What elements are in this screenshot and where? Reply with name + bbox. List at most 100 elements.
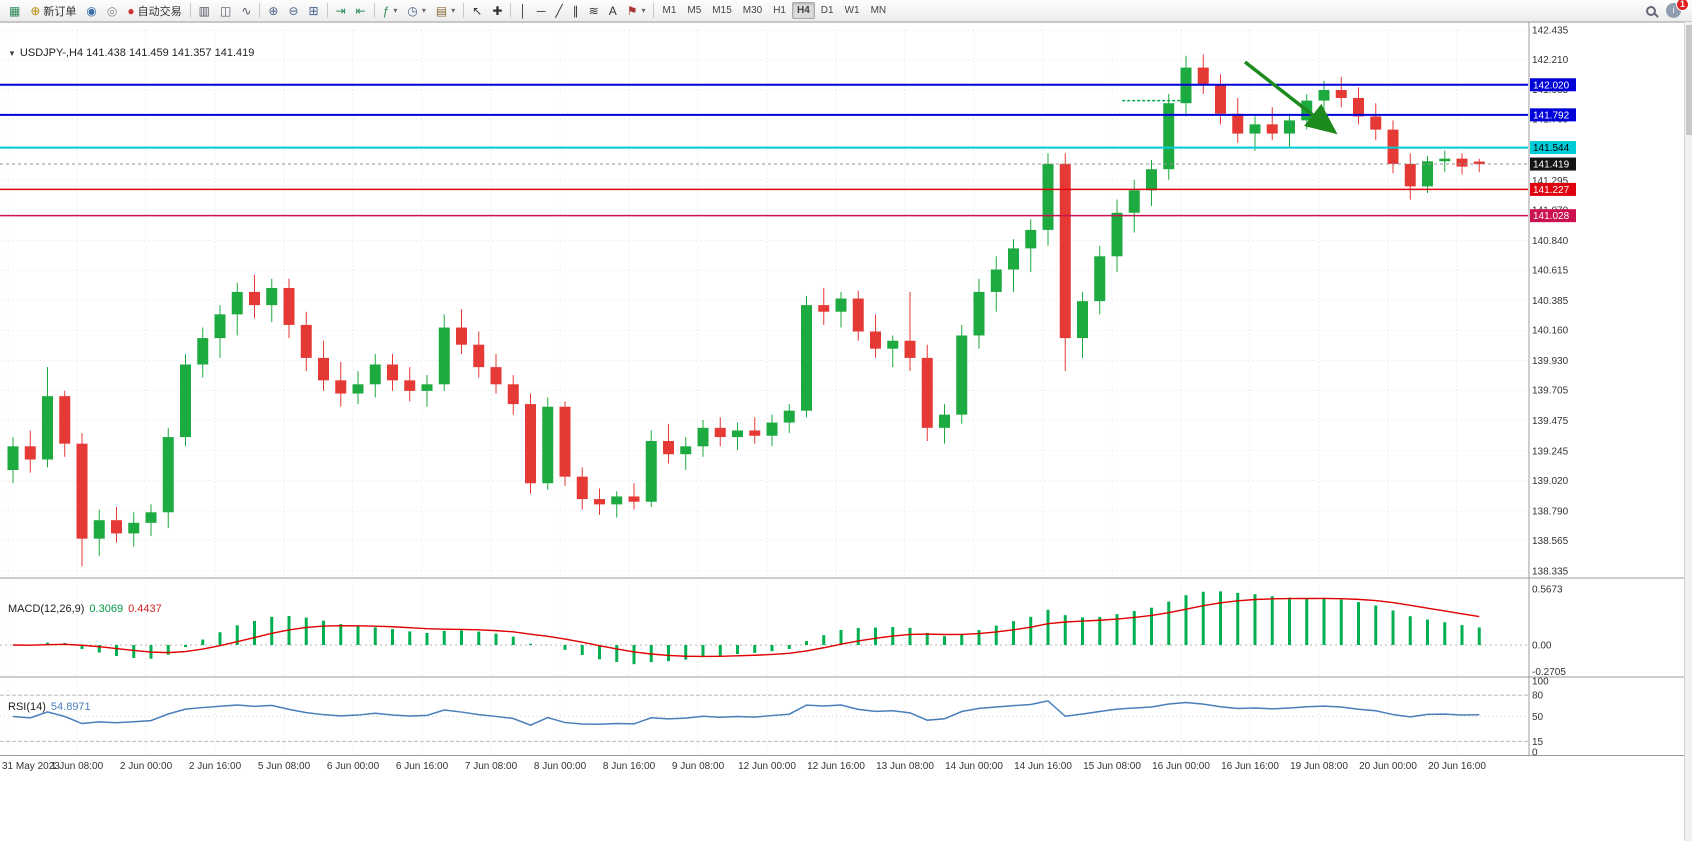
auto-scroll-icon: ⇥ bbox=[335, 3, 346, 18]
vertical-line-button[interactable]: │ bbox=[514, 1, 532, 20]
svg-text:13 Jun 08:00: 13 Jun 08:00 bbox=[876, 761, 934, 772]
candles bbox=[7, 54, 1485, 567]
svg-text:142.435: 142.435 bbox=[1532, 26, 1569, 37]
templates-button[interactable]: ▤ ▾ bbox=[431, 1, 460, 20]
trendline-icon: ╱ bbox=[555, 3, 563, 18]
candles-icon: ◫ bbox=[219, 3, 232, 18]
template-icon: ▤ bbox=[435, 3, 448, 18]
macd-signal-value: 0.4437 bbox=[128, 603, 162, 615]
svg-text:9 Jun 08:00: 9 Jun 08:00 bbox=[672, 761, 725, 772]
zoom-out-button[interactable]: ⊖ bbox=[283, 1, 303, 20]
trend-arrow-annotation[interactable] bbox=[1243, 60, 1338, 135]
svg-text:140.160: 140.160 bbox=[1532, 326, 1569, 337]
svg-text:140.385: 140.385 bbox=[1532, 296, 1569, 307]
timeframe-mn[interactable]: MN bbox=[870, 5, 887, 16]
svg-text:14 Jun 00:00: 14 Jun 00:00 bbox=[945, 761, 1003, 772]
chart-icon: ▦ bbox=[9, 3, 21, 18]
hline-icon: ─ bbox=[536, 3, 546, 18]
bars-icon: ▥ bbox=[198, 3, 210, 18]
horizontal-line-button[interactable]: ─ bbox=[532, 1, 551, 20]
grid-lines bbox=[0, 29, 1528, 755]
fibonacci-button[interactable]: ≋ bbox=[584, 1, 604, 20]
svg-text:140.615: 140.615 bbox=[1532, 266, 1569, 277]
svg-text:8 Jun 00:00: 8 Jun 00:00 bbox=[534, 761, 587, 772]
zoom-in-button[interactable]: ⊕ bbox=[263, 1, 283, 20]
bar-chart-button[interactable]: ▥ bbox=[194, 1, 215, 20]
trendline-button[interactable]: ╱ bbox=[550, 1, 567, 20]
periods-button[interactable]: ◷ ▾ bbox=[402, 1, 431, 20]
line-chart-button[interactable]: ∿ bbox=[236, 1, 256, 20]
timeframe-m1[interactable]: M1 bbox=[662, 5, 677, 16]
svg-text:12 Jun 00:00: 12 Jun 00:00 bbox=[738, 761, 796, 772]
autotrading-button[interactable]: ● 自动交易 bbox=[122, 1, 186, 20]
rsi-line bbox=[12, 700, 1480, 726]
price-badge-141.544 bbox=[1530, 141, 1576, 155]
price-badge-141.227 bbox=[1530, 182, 1576, 196]
chart-canvas[interactable]: 142.435142.210141.985141.760141.535141.2… bbox=[0, 22, 1684, 775]
clock-icon: ◷ bbox=[407, 3, 418, 18]
cursor-button[interactable]: ↖ bbox=[467, 1, 487, 20]
timeframe-h1[interactable]: H1 bbox=[773, 5, 786, 16]
timeframe-d1[interactable]: D1 bbox=[820, 5, 834, 16]
indicators-button[interactable]: ƒ ▾ bbox=[378, 1, 403, 20]
timeframe-w1[interactable]: W1 bbox=[844, 5, 860, 16]
timeframe-m30[interactable]: M30 bbox=[742, 5, 763, 16]
text-icon: A bbox=[608, 3, 617, 18]
chevron-down-icon: ▾ bbox=[421, 6, 426, 15]
svg-text:139.245: 139.245 bbox=[1532, 446, 1569, 457]
signals-icon: ◎ bbox=[106, 3, 118, 18]
svg-text:139.930: 139.930 bbox=[1532, 356, 1569, 367]
svg-text:2 Jun 00:00: 2 Jun 00:00 bbox=[120, 761, 173, 772]
chevron-down-icon: ▾ bbox=[641, 6, 646, 15]
crosshair-button[interactable]: ✚ bbox=[487, 1, 507, 20]
timeframe-h4[interactable]: H4 bbox=[792, 2, 815, 19]
symbol-ohlc-text: USDJPY-,H4 141.438 141.459 141.357 141.4… bbox=[19, 47, 255, 59]
timeframe-m5[interactable]: M5 bbox=[687, 5, 702, 16]
rsi-name: RSI(14) bbox=[8, 701, 46, 713]
autotrading-icon: ● bbox=[127, 3, 135, 18]
svg-text:16 Jun 16:00: 16 Jun 16:00 bbox=[1221, 761, 1279, 772]
svg-text:12 Jun 16:00: 12 Jun 16:00 bbox=[807, 761, 865, 772]
new-chart-button[interactable]: ▦ bbox=[4, 1, 25, 20]
chart-shift-icon: ⇤ bbox=[355, 3, 366, 18]
vertical-scrollbar[interactable] bbox=[1684, 22, 1692, 841]
svg-text:19 Jun 08:00: 19 Jun 08:00 bbox=[1290, 761, 1348, 772]
scrollbar-thumb[interactable] bbox=[1686, 25, 1692, 135]
one-click-trading-toggle-icon[interactable]: ▼ bbox=[8, 49, 16, 58]
svg-text:139.475: 139.475 bbox=[1532, 416, 1569, 427]
svg-text:15 Jun 08:00: 15 Jun 08:00 bbox=[1083, 761, 1141, 772]
text-button[interactable]: A bbox=[604, 1, 622, 20]
svg-text:141.544: 141.544 bbox=[1533, 143, 1570, 154]
signals-button[interactable]: ◎ bbox=[102, 1, 122, 20]
svg-text:100: 100 bbox=[1532, 677, 1549, 688]
tile-windows-button[interactable]: ⊞ bbox=[304, 1, 324, 20]
notifications-button[interactable]: i 1 bbox=[1666, 0, 1689, 19]
line-icon: ∿ bbox=[241, 3, 252, 18]
rsi-label: RSI(14) 54.8971 bbox=[8, 701, 91, 713]
channel-button[interactable]: ∥ bbox=[568, 1, 584, 20]
auto-scroll-button[interactable]: ⇥ bbox=[331, 1, 351, 20]
svg-text:5 Jun 08:00: 5 Jun 08:00 bbox=[258, 761, 311, 772]
zoom-out-icon: ⊖ bbox=[288, 3, 299, 18]
svg-text:142.210: 142.210 bbox=[1532, 55, 1569, 66]
market-watch-button[interactable]: ◉ bbox=[81, 1, 101, 20]
arrows-button[interactable]: ⚑ ▾ bbox=[622, 1, 651, 20]
toolbar-separator bbox=[463, 3, 465, 18]
svg-text:141.295: 141.295 bbox=[1532, 176, 1569, 187]
search-icon[interactable] bbox=[1646, 5, 1656, 16]
timeframe-m15[interactable]: M15 bbox=[712, 5, 732, 16]
toolbar-separator bbox=[189, 3, 191, 18]
chart-shift-button[interactable]: ⇤ bbox=[351, 1, 371, 20]
price-axis[interactable]: 142.435142.210141.985141.760141.535141.2… bbox=[1532, 26, 1569, 759]
svg-text:80: 80 bbox=[1532, 691, 1544, 702]
macd-histogram bbox=[28, 591, 1481, 665]
crosshair-icon: ✚ bbox=[492, 3, 503, 18]
macd-signal-line bbox=[12, 597, 1480, 658]
candlestick-button[interactable]: ◫ bbox=[215, 1, 236, 20]
svg-text:0: 0 bbox=[1532, 748, 1538, 759]
new-order-button[interactable]: ⊕ 新订单 bbox=[25, 1, 81, 20]
svg-text:140.840: 140.840 bbox=[1532, 236, 1569, 247]
svg-text:-0.2705: -0.2705 bbox=[1532, 667, 1566, 678]
indicators-icon: ƒ bbox=[382, 3, 390, 18]
